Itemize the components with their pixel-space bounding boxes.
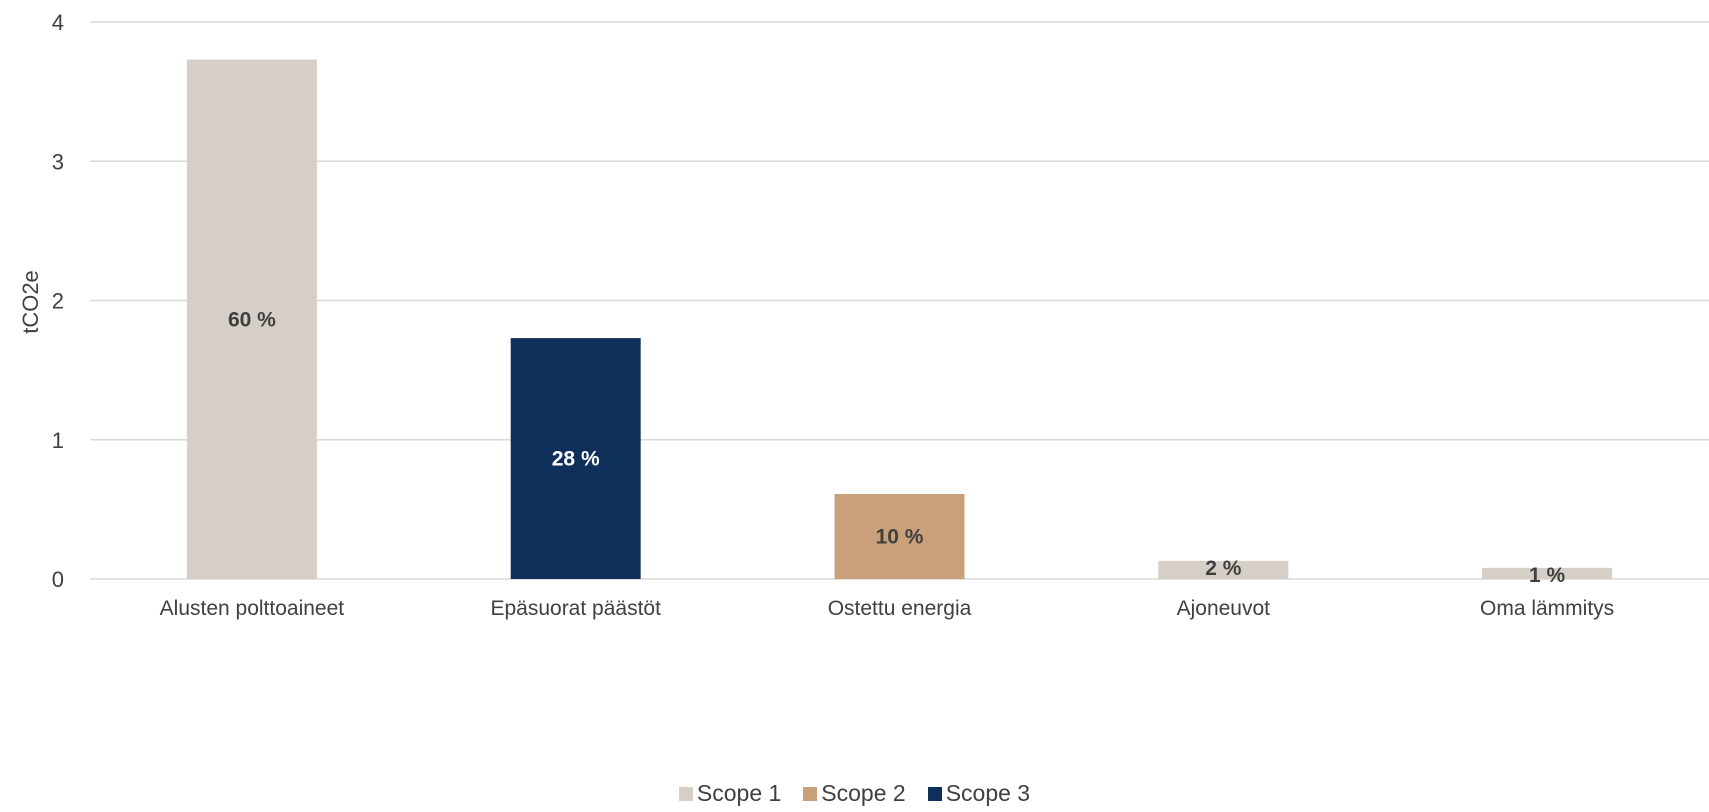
x-category-label: Oma lämmitys xyxy=(1480,597,1614,620)
legend-label: Scope 3 xyxy=(945,780,1031,806)
legend-item: Scope 2 xyxy=(803,780,906,807)
data-label: 28 % xyxy=(552,448,600,471)
y-tick-label: 0 xyxy=(52,567,64,592)
legend-swatch xyxy=(803,786,818,801)
y-tick-label: 3 xyxy=(52,149,64,174)
y-tick-label: 1 xyxy=(52,428,64,453)
x-category-label: Epäsuorat päästöt xyxy=(490,597,661,620)
bar xyxy=(186,59,317,580)
legend-label: Scope 2 xyxy=(821,780,906,806)
y-tick-label: 2 xyxy=(52,289,64,314)
y-axis-label: tCO2e xyxy=(18,270,43,334)
legend-item: Scope 3 xyxy=(927,780,1031,807)
legend-swatch xyxy=(678,786,693,801)
data-labels: 60 % 28 % 10 % 2 % 1 % xyxy=(228,308,1566,587)
bar xyxy=(1158,560,1289,579)
legend: Scope 1 Scope 2 Scope 3 xyxy=(0,780,1709,807)
data-label: 10 % xyxy=(876,526,924,549)
x-category-label: Ostettu energia xyxy=(828,597,972,620)
data-label: 2 % xyxy=(1205,557,1242,580)
y-tick-label: 4 xyxy=(52,10,64,35)
bar-chart: 0 1 2 3 4 tCO2e 60 % 28 % 10 % 2 % 1 % Alusten p… xyxy=(18,10,1709,620)
category-labels: Alusten polttoaineet Epäsuorat päästöt Ost… xyxy=(160,597,1615,620)
x-category-label: Ajoneuvot xyxy=(1177,597,1271,620)
legend-item: Scope 1 xyxy=(678,780,782,807)
data-label: 1 % xyxy=(1529,564,1566,587)
legend-label: Scope 1 xyxy=(696,780,782,806)
gridlines xyxy=(90,21,1709,580)
bars xyxy=(186,59,1613,580)
data-label: 60 % xyxy=(228,308,276,331)
bar xyxy=(1482,567,1613,579)
bar xyxy=(834,494,965,579)
bar xyxy=(510,338,641,579)
legend-swatch xyxy=(927,786,942,801)
y-axis-ticks: 0 1 2 3 4 xyxy=(52,10,64,592)
x-category-label: Alusten polttoaineet xyxy=(160,597,345,620)
